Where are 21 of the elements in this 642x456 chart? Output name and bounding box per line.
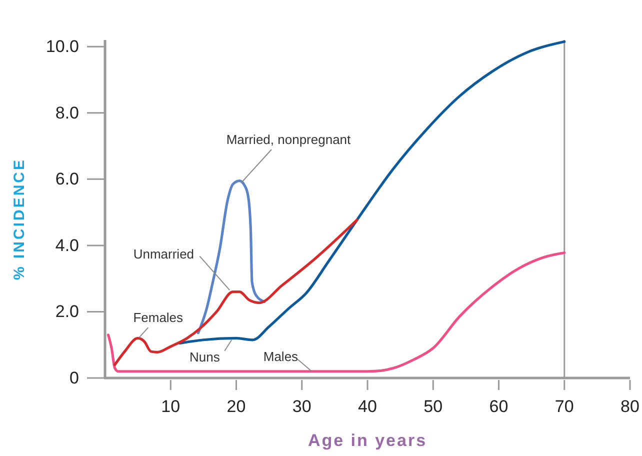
x-tick-label: 10 bbox=[161, 397, 180, 416]
annotation: Married, nonpregnant bbox=[226, 132, 352, 148]
annotation: Males bbox=[263, 348, 299, 364]
y-tick-label: 8.0 bbox=[55, 103, 79, 122]
x-tick-label: 70 bbox=[554, 397, 574, 416]
y-tick-label: 6.0 bbox=[55, 170, 79, 189]
y-tick-label: 4.0 bbox=[55, 236, 79, 255]
annotation: Unmarried bbox=[133, 246, 194, 262]
y-tick-label: 10.0 bbox=[46, 37, 79, 56]
x-tick-label: 60 bbox=[489, 397, 508, 416]
annotation: Females bbox=[133, 310, 184, 326]
y-axis-title: % INCIDENCE bbox=[11, 158, 28, 280]
x-axis-title: Age in years bbox=[308, 431, 428, 450]
x-tick-label: 30 bbox=[292, 397, 312, 416]
x-tick-label: 20 bbox=[226, 397, 246, 416]
annotation: Nuns bbox=[189, 349, 220, 364]
x-tick-label: 50 bbox=[424, 397, 443, 416]
y-tick-label: 2.0 bbox=[55, 302, 79, 322]
x-tick-label: 80 bbox=[620, 397, 640, 416]
x-tick-label: 40 bbox=[358, 397, 377, 416]
y-tick-label: 0 bbox=[70, 368, 79, 388]
